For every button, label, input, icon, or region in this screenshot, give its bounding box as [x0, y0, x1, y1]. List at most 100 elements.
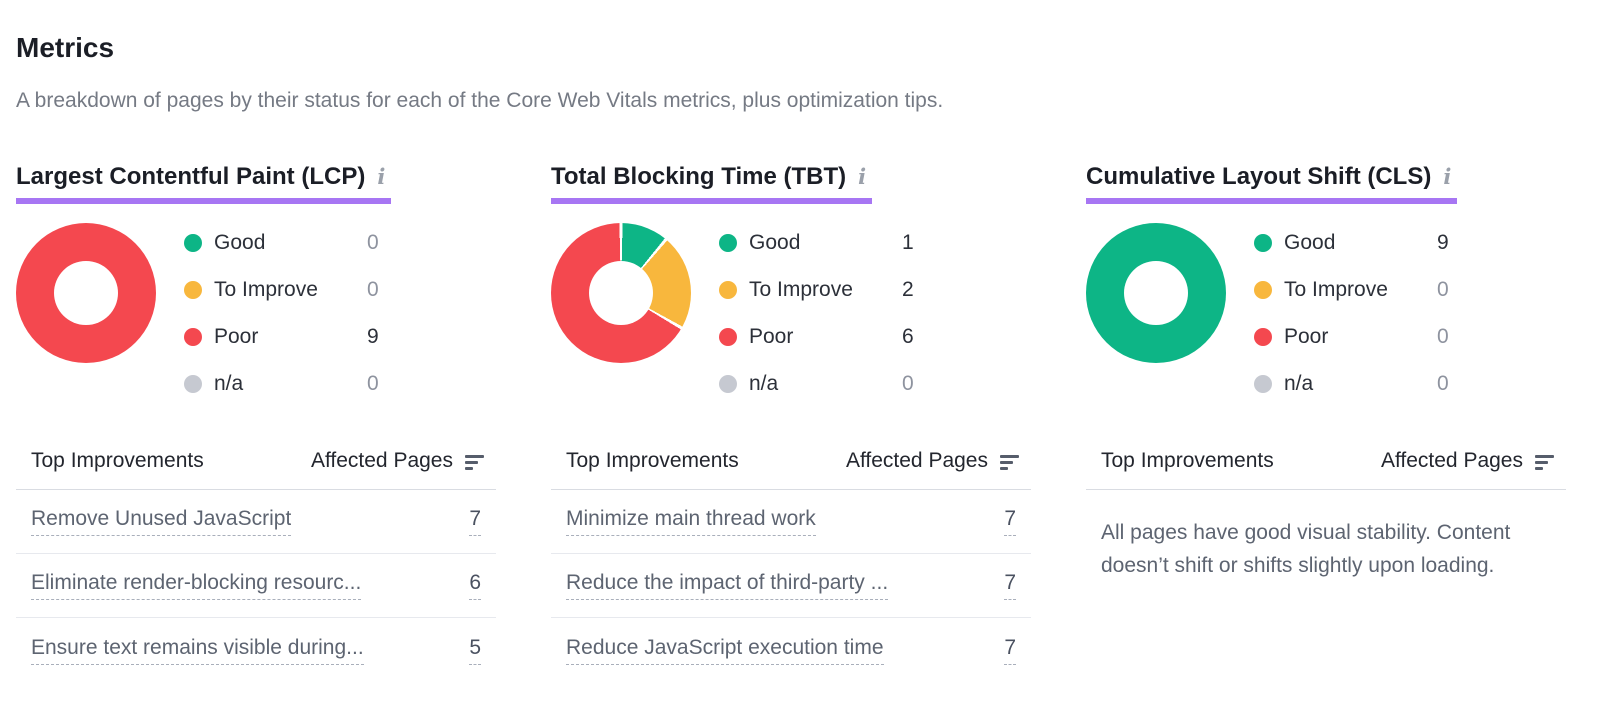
sort-descending-icon[interactable]	[1535, 453, 1554, 470]
column-header-affected-pages-group: Affected Pages	[1381, 449, 1554, 473]
legend-label: To Improve	[1284, 277, 1388, 301]
donut-legend: Good 1 To Improve 2 Poor 6 n/a 0	[719, 219, 1031, 407]
improvements-table: Top Improvements Affected Pages Minimize…	[551, 449, 1031, 682]
chart-row: Good 9 To Improve 0 Poor 0 n/a 0	[1086, 219, 1566, 409]
metric-card-cls: Cumulative Layout Shift (CLS) i Good 9 To I…	[1086, 163, 1566, 682]
affected-pages-count[interactable]: 6	[469, 571, 481, 601]
table-header: Top Improvements Affected Pages	[1086, 449, 1566, 491]
metric-card-lcp: Largest Contentful Paint (LCP) i Good 0 To …	[16, 163, 496, 682]
legend-dot-good	[1254, 233, 1272, 252]
info-icon[interactable]: i	[858, 164, 867, 190]
legend-dot-poor	[1254, 327, 1272, 346]
metrics-grid: Largest Contentful Paint (LCP) i Good 0 To …	[16, 163, 1600, 682]
legend-item: Good 1	[719, 219, 1031, 266]
legend-item: To Improve 0	[1254, 266, 1566, 313]
metric-title-text: Total Blocking Time (TBT)	[551, 163, 847, 191]
legend-dot-poor	[184, 327, 202, 346]
legend-label: Poor	[214, 324, 259, 348]
metric-title: Cumulative Layout Shift (CLS) i	[1086, 163, 1458, 205]
legend-value: 9	[367, 324, 379, 348]
column-header-top-improvements: Top Improvements	[31, 449, 204, 473]
improvement-row: Reduce JavaScript execution time 7	[551, 618, 1031, 682]
legend-item: Good 0	[184, 219, 496, 266]
page-subtitle: A breakdown of pages by their status for…	[16, 89, 944, 113]
improvement-link[interactable]: Eliminate render-blocking resourc...	[31, 571, 362, 601]
legend-label: n/a	[749, 371, 779, 395]
legend-value: 0	[902, 371, 914, 395]
improvement-link[interactable]: Remove Unused JavaScript	[31, 507, 292, 537]
donut-legend: Good 9 To Improve 0 Poor 0 n/a 0	[1254, 219, 1566, 407]
legend-label: Poor	[1284, 324, 1329, 348]
legend-value: 0	[1437, 277, 1449, 301]
info-icon[interactable]: i	[377, 164, 386, 190]
table-header: Top Improvements Affected Pages	[551, 449, 1031, 491]
improvement-link[interactable]: Minimize main thread work	[566, 507, 816, 537]
legend-dot-na	[719, 374, 737, 393]
affected-pages-count[interactable]: 7	[1004, 571, 1016, 601]
legend-value: 2	[902, 277, 914, 301]
metric-card-tbt: Total Blocking Time (TBT) i Good 1 To Impro…	[551, 163, 1031, 682]
legend-item: To Improve 0	[184, 266, 496, 313]
legend-item: Poor 9	[184, 313, 496, 360]
legend-dot-good	[719, 233, 737, 252]
affected-pages-count[interactable]: 7	[1004, 507, 1016, 537]
column-header-affected-pages-group: Affected Pages	[846, 449, 1019, 473]
sort-descending-icon[interactable]	[1000, 453, 1019, 470]
affected-pages-count[interactable]: 7	[1004, 636, 1016, 665]
improvement-link[interactable]: Reduce the impact of third-party ...	[566, 571, 889, 601]
improvement-row: Ensure text remains visible during... 5	[16, 618, 496, 682]
legend-label: n/a	[1284, 371, 1314, 395]
legend-item: Poor 6	[719, 313, 1031, 360]
legend-label: To Improve	[214, 277, 318, 301]
legend-label: Good	[1284, 230, 1336, 254]
legend-value: 6	[902, 324, 914, 348]
legend-item: Poor 0	[1254, 313, 1566, 360]
column-header-top-improvements: Top Improvements	[566, 449, 739, 473]
improvement-link[interactable]: Ensure text remains visible during...	[31, 636, 364, 665]
table-header: Top Improvements Affected Pages	[16, 449, 496, 491]
metric-title: Largest Contentful Paint (LCP) i	[16, 163, 392, 205]
legend-item: To Improve 2	[719, 266, 1031, 313]
sort-descending-icon[interactable]	[465, 453, 484, 470]
metric-title-text: Cumulative Layout Shift (CLS)	[1086, 163, 1432, 191]
affected-pages-count[interactable]: 5	[469, 636, 481, 665]
metric-title-text: Largest Contentful Paint (LCP)	[16, 163, 366, 191]
legend-dot-to_improve	[719, 280, 737, 299]
legend-value: 0	[1437, 324, 1449, 348]
donut-chart	[551, 223, 691, 364]
legend-dot-poor	[719, 327, 737, 346]
column-header-top-improvements: Top Improvements	[1101, 449, 1274, 473]
affected-pages-count[interactable]: 7	[469, 507, 481, 537]
donut-legend: Good 0 To Improve 0 Poor 9 n/a 0	[184, 219, 496, 407]
column-header-affected-pages: Affected Pages	[1380, 449, 1523, 473]
column-header-affected-pages: Affected Pages	[310, 449, 453, 473]
legend-item: Good 9	[1254, 219, 1566, 266]
legend-dot-na	[1254, 374, 1272, 393]
legend-value: 0	[1437, 371, 1449, 395]
empty-state-note: All pages have good visual stability. Co…	[1101, 521, 1511, 578]
page-title: Metrics	[16, 32, 115, 63]
donut-chart	[16, 223, 156, 364]
legend-value: 0	[367, 371, 379, 395]
table-body: All pages have good visual stability. Co…	[1086, 490, 1566, 582]
table-body: Minimize main thread work 7 Reduce the imp…	[551, 490, 1031, 682]
improvement-row: Reduce the impact of third-party ... 7	[551, 554, 1031, 619]
legend-item: n/a 0	[184, 360, 496, 407]
legend-dot-to_improve	[1254, 280, 1272, 299]
legend-label: n/a	[214, 371, 244, 395]
column-header-affected-pages-group: Affected Pages	[311, 449, 484, 473]
improvement-row: Remove Unused JavaScript 7	[16, 490, 496, 555]
table-body: Remove Unused JavaScript 7 Eliminate rende…	[16, 490, 496, 682]
legend-dot-to_improve	[184, 280, 202, 299]
info-icon[interactable]: i	[1443, 164, 1452, 190]
improvements-table: Top Improvements Affected Pages All page…	[1086, 449, 1566, 582]
improvement-row: Minimize main thread work 7	[551, 490, 1031, 555]
metric-title: Total Blocking Time (TBT) i	[551, 163, 873, 205]
column-header-affected-pages: Affected Pages	[845, 449, 988, 473]
legend-label: Good	[749, 230, 801, 254]
legend-label: Poor	[749, 324, 794, 348]
improvements-table: Top Improvements Affected Pages Remove U…	[16, 449, 496, 682]
improvement-link[interactable]: Reduce JavaScript execution time	[566, 636, 884, 665]
legend-value: 1	[902, 230, 914, 254]
donut-chart	[1086, 223, 1226, 364]
